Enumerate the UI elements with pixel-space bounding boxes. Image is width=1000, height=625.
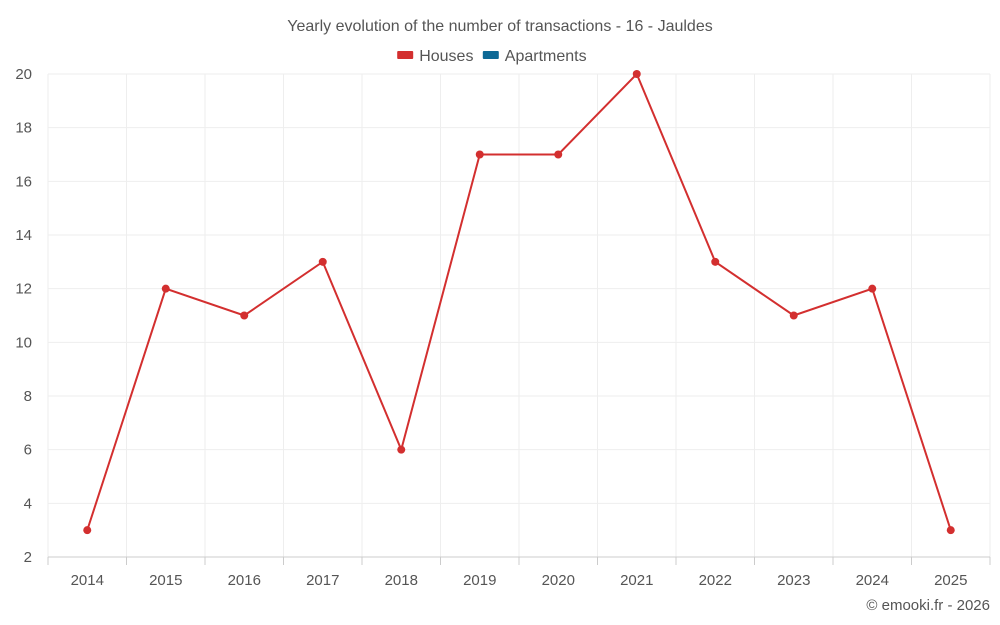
- legend-item-apartments[interactable]: Apartments: [482, 48, 587, 65]
- y-tick-label: 18: [15, 120, 32, 137]
- legend-swatch: [482, 51, 499, 59]
- legend: Houses Apartments: [397, 48, 587, 65]
- x-tick-label: 2024: [856, 572, 889, 589]
- y-tick-label: 16: [15, 173, 32, 190]
- grid: [47, 73, 991, 557]
- legend-swatch: [397, 51, 414, 59]
- x-tick-label: 2022: [699, 572, 732, 589]
- data-point[interactable]: [240, 311, 249, 320]
- y-tick-label: 6: [24, 442, 32, 459]
- x-tick-label: 2018: [385, 572, 418, 589]
- x-tick-label: 2016: [228, 572, 261, 589]
- data-point[interactable]: [161, 284, 170, 293]
- y-tick-label: 2: [24, 549, 32, 566]
- legend-label: Houses: [419, 48, 473, 65]
- x-tick-label: 2025: [934, 572, 967, 589]
- x-tick-label: 2015: [149, 572, 182, 589]
- y-tick-label: 20: [15, 66, 32, 83]
- data-point[interactable]: [711, 257, 720, 266]
- x-tick-label: 2020: [542, 572, 575, 589]
- data-point[interactable]: [397, 445, 406, 454]
- data-point[interactable]: [554, 150, 563, 159]
- data-point[interactable]: [868, 284, 877, 293]
- x-tick-label: 2021: [620, 572, 653, 589]
- series-line-houses: [86, 72, 952, 531]
- y-tick-label: 10: [15, 334, 32, 351]
- chart-title: Yearly evolution of the number of transa…: [287, 18, 712, 35]
- legend-item-houses[interactable]: Houses: [397, 48, 473, 65]
- x-tick-label: 2014: [71, 572, 104, 589]
- x-tick-label: 2019: [463, 572, 496, 589]
- data-point[interactable]: [789, 311, 798, 320]
- y-tick-label: 12: [15, 281, 32, 298]
- data-point[interactable]: [946, 526, 955, 535]
- y-tick-label: 8: [24, 388, 32, 405]
- legend-label: Apartments: [505, 48, 587, 65]
- data-point[interactable]: [632, 70, 641, 78]
- data-point[interactable]: [83, 526, 92, 535]
- axes: 2 4 6 8 10 12 14 16 18 20 2014 2015 2016 2017 2018 2019…: [15, 66, 991, 589]
- x-tick-label: 2017: [306, 572, 339, 589]
- data-point[interactable]: [318, 257, 327, 266]
- series-layer: [83, 70, 955, 535]
- y-tick-label: 14: [15, 227, 32, 244]
- x-tick-label: 2023: [777, 572, 810, 589]
- credit-text: © emooki.fr - 2026: [866, 597, 990, 614]
- data-point[interactable]: [475, 150, 484, 159]
- y-tick-label: 4: [24, 495, 32, 512]
